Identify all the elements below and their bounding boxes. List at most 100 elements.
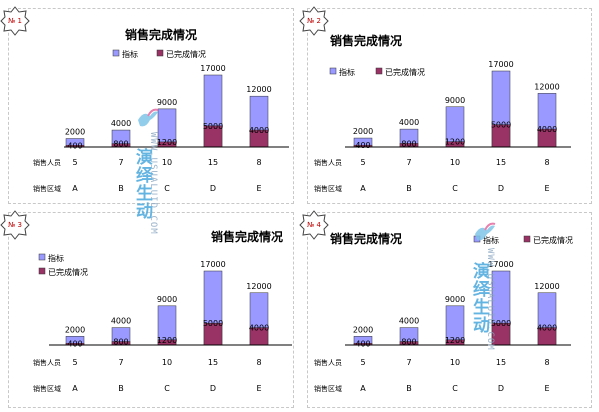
tick-label: 10	[450, 158, 460, 167]
data-label-completed: 400	[355, 339, 370, 348]
bird-icon	[475, 222, 496, 241]
panel-number-badge: № 2	[299, 6, 329, 36]
data-label-completed: 1200	[445, 138, 465, 147]
row-header-label: 销售人员	[33, 158, 61, 167]
chart-title: 销售完成情况	[125, 27, 197, 42]
tick-label: D	[498, 184, 504, 193]
data-label-target: 4000	[111, 119, 131, 128]
bar-chart: 销售完成情况指标已完成情况200040040008009000120017000…	[33, 229, 292, 393]
bar-chart: 销售完成情况指标已完成情况200040040008009000120017000…	[314, 231, 573, 393]
data-label-completed: 400	[67, 339, 82, 348]
chart-panel-1: 销售完成情况 指标 已完成情况 2000 400 4000 800 9000 1200 17000…	[8, 8, 294, 204]
data-label-completed: 5000	[203, 122, 223, 131]
tick-label: 5	[360, 358, 365, 367]
bird-icon	[138, 108, 159, 127]
tick-label: E	[544, 384, 549, 393]
badge-label: № 2	[307, 17, 321, 25]
chart-panel-4: 销售完成情况 指标 已完成情况 2000 400 4000 800 9000 1200 17000…	[307, 212, 592, 408]
bar-chart: 销售完成情况指标已完成情况200040040008009000120017000…	[33, 27, 289, 193]
tick-label: 15	[208, 158, 218, 167]
data-label-target: 4000	[399, 317, 419, 326]
data-label-target: 17000	[200, 260, 225, 269]
row-header-label: 销售人员	[314, 158, 342, 167]
row-header-label: 销售人员	[314, 358, 342, 367]
tick-label: 10	[450, 358, 460, 367]
tick-label: 5	[72, 358, 77, 367]
legend-swatch	[156, 49, 164, 57]
watermark-text: 演绎生动	[469, 262, 489, 334]
tick-label: 8	[544, 158, 549, 167]
legend-label: 已完成情况	[533, 235, 573, 245]
data-label-target: 2000	[353, 325, 373, 334]
tick-label: 8	[256, 358, 261, 367]
data-label-completed: 1200	[445, 336, 465, 345]
row-header-label: 销售区域	[314, 184, 342, 193]
data-label-target: 12000	[246, 85, 271, 94]
watermark-logo-2: WWW.USUALUID.COM 演绎生动	[465, 222, 515, 402]
tick-label: D	[210, 384, 216, 393]
tick-label: 8	[544, 358, 549, 367]
data-label-completed: 4000	[249, 324, 269, 333]
tick-label: A	[360, 184, 366, 193]
data-label-completed: 800	[113, 140, 128, 149]
row-header-label: 销售人员	[33, 358, 61, 367]
data-label-completed: 800	[401, 338, 416, 347]
panel-number-badge: № 3	[0, 210, 30, 240]
bar-chart: 销售完成情况指标已完成情况200040040008009000120017000…	[314, 33, 571, 193]
tick-label: D	[210, 184, 216, 193]
legend-label: 指标	[339, 67, 355, 77]
data-label-completed: 400	[67, 141, 82, 150]
data-label-completed: 5000	[491, 121, 511, 130]
legend-swatch	[38, 267, 46, 275]
tick-label: C	[164, 184, 170, 193]
tick-label: B	[406, 384, 412, 393]
legend-swatch	[329, 67, 337, 75]
data-label-completed: 4000	[249, 126, 269, 135]
tick-label: 5	[360, 158, 365, 167]
watermark-site: WWW.USUALUID.COM	[148, 132, 158, 235]
watermark-logo-1: WWW.USUALUID.COM 演绎生动	[128, 108, 178, 235]
tick-label: C	[164, 384, 170, 393]
badge-label: № 3	[8, 221, 22, 229]
tick-label: 7	[406, 158, 411, 167]
legend-label: 已完成情况	[385, 67, 425, 77]
legend-label: 已完成情况	[166, 49, 206, 59]
data-label-target: 4000	[111, 317, 131, 326]
data-label-completed: 5000	[203, 319, 223, 328]
tick-label: 7	[406, 358, 411, 367]
panel-number-badge: № 1	[0, 6, 30, 36]
data-label-target: 12000	[534, 82, 559, 91]
row-header-label: 销售区域	[33, 384, 61, 393]
data-label-target: 9000	[445, 295, 465, 304]
chart-title: 销售完成情况	[330, 231, 402, 246]
tick-label: B	[118, 184, 124, 193]
tick-label: C	[452, 384, 458, 393]
chart-panel-3: 销售完成情况 指标 已完成情况 2000 400 4000 800 9000 1200 17000…	[8, 212, 294, 408]
data-label-target: 2000	[65, 128, 85, 137]
watermark-site: WWW.USUALUID.COM	[485, 248, 495, 351]
data-label-target: 2000	[65, 325, 85, 334]
legend-swatch	[375, 67, 383, 75]
badge-label: № 1	[8, 17, 22, 25]
tick-label: E	[544, 184, 549, 193]
tick-label: C	[452, 184, 458, 193]
tick-label: E	[256, 384, 261, 393]
data-label-completed: 400	[355, 141, 370, 150]
chart-title: 销售完成情况	[211, 229, 283, 244]
data-label-target: 17000	[200, 64, 225, 73]
row-header-label: 销售区域	[33, 184, 61, 193]
data-label-target: 9000	[157, 98, 177, 107]
tick-label: 10	[162, 158, 172, 167]
row-header-label: 销售区域	[314, 384, 342, 393]
tick-label: 15	[208, 358, 218, 367]
tick-label: B	[118, 384, 124, 393]
legend-label: 指标	[483, 235, 499, 245]
data-label-target: 2000	[353, 127, 373, 136]
tick-label: D	[498, 384, 504, 393]
data-label-completed: 800	[113, 338, 128, 347]
legend-swatch	[38, 253, 46, 261]
legend-swatch	[523, 235, 531, 243]
tick-label: 7	[118, 358, 123, 367]
data-label-completed: 4000	[537, 324, 557, 333]
data-label-target: 4000	[399, 118, 419, 127]
